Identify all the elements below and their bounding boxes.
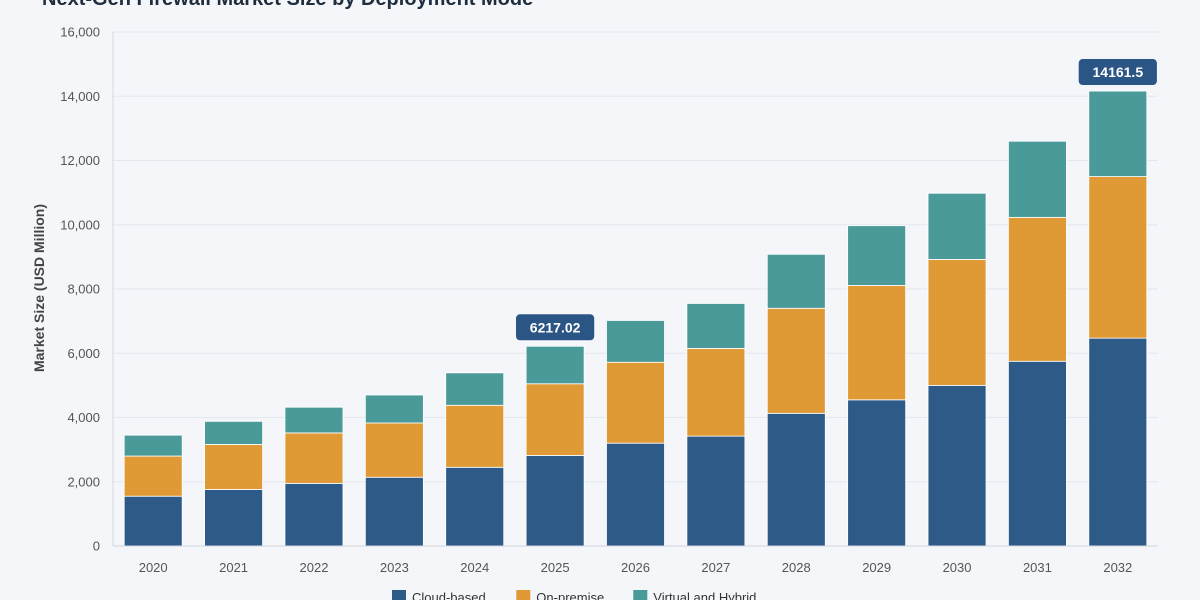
bar-segment: [284, 406, 344, 434]
bar-segment: [1008, 360, 1067, 547]
bar-segment: [445, 466, 505, 547]
bar-segment: [525, 383, 585, 456]
bar-segment: [766, 253, 826, 309]
bar-segment: [1088, 337, 1148, 547]
x-tick-label: 2031: [1023, 560, 1052, 575]
bar-segment: [284, 432, 344, 484]
y-axis-label: Market Size (USD Million): [31, 204, 47, 372]
legend-label: On-premise: [536, 590, 604, 600]
bar-segment: [364, 422, 424, 478]
y-tick-label: 8,000: [67, 282, 100, 297]
y-tick-label: 14,000: [60, 89, 100, 104]
bar-segment: [847, 399, 907, 547]
y-tick-label: 4,000: [67, 410, 100, 425]
bar-segment: [364, 394, 424, 424]
x-tick-label: 2022: [300, 560, 329, 575]
x-tick-label: 2029: [862, 560, 891, 575]
bar-segment: [123, 434, 183, 457]
x-tick-label: 2027: [701, 560, 730, 575]
callout-box: [1078, 59, 1157, 86]
bar-segment: [847, 285, 907, 401]
legend-swatch: [392, 590, 406, 600]
bar-segment: [204, 420, 263, 445]
bar-segment: [364, 476, 424, 547]
bar-segment: [1008, 140, 1067, 218]
x-tick-label: 2023: [380, 560, 409, 575]
bar-segment: [204, 489, 263, 547]
y-tick-label: 12,000: [60, 153, 100, 168]
x-tick-label: 2020: [139, 560, 168, 575]
bar-segment: [766, 412, 826, 547]
bar-segment: [686, 435, 746, 547]
bar-segment: [847, 225, 907, 286]
bar-segment: [1088, 176, 1148, 339]
bar-segment: [927, 192, 987, 260]
bar-segment: [204, 444, 263, 490]
x-tick-label: 2024: [460, 560, 489, 575]
callout-label: 6217.02: [530, 319, 581, 335]
bar-segment: [927, 384, 987, 547]
bar-segment: [525, 455, 585, 547]
x-tick-label: 2026: [621, 560, 650, 575]
x-tick-label: 2025: [541, 560, 570, 575]
bar-segment: [686, 303, 746, 349]
bar-segment: [445, 404, 505, 468]
legend-swatch: [633, 590, 648, 600]
bar-segment: [606, 442, 665, 547]
bar-segment: [766, 307, 826, 414]
callouts: 6217.02 14161.5: [516, 59, 1157, 341]
y-tick-label: 10,000: [60, 217, 100, 232]
bar-segment: [606, 320, 665, 363]
y-tick-label: 6,000: [67, 346, 100, 361]
y-tick-label: 2,000: [67, 474, 100, 489]
bar-segment: [927, 259, 987, 386]
bar-segment: [445, 372, 505, 406]
x-tick-label: 2021: [219, 560, 248, 575]
bar-segment: [606, 361, 665, 444]
callout-box: [516, 314, 595, 341]
bar-segment: [1088, 90, 1148, 177]
y-tick-label: 0: [93, 539, 100, 554]
bar-segment: [686, 348, 746, 437]
y-tick-label: 16,000: [60, 25, 100, 40]
callout-label: 14161.5: [1093, 64, 1144, 80]
legend: Cloud-based On-premise Virtual and Hybrid: [392, 590, 756, 600]
bar-segment: [1008, 216, 1067, 362]
legend-label: Virtual and Hybrid: [653, 590, 756, 600]
legend-label: Cloud-based: [412, 590, 486, 600]
bar-segment: [525, 345, 585, 385]
bars: [123, 90, 1148, 547]
x-tick-label: 2028: [782, 560, 811, 575]
bar-segment: [284, 482, 344, 547]
axes: 0 2,000 4,000 6,000 8,000 10,000 12,000 14,000 1…: [60, 25, 1158, 575]
bar-segment: [123, 495, 183, 547]
legend-swatch: [516, 590, 531, 600]
chart-title: Next-Gen Firewall Market Size by Deploym…: [42, 0, 533, 11]
x-tick-label: 2030: [943, 560, 972, 575]
x-tick-label: 2032: [1103, 560, 1132, 575]
bar-segment: [123, 455, 183, 497]
